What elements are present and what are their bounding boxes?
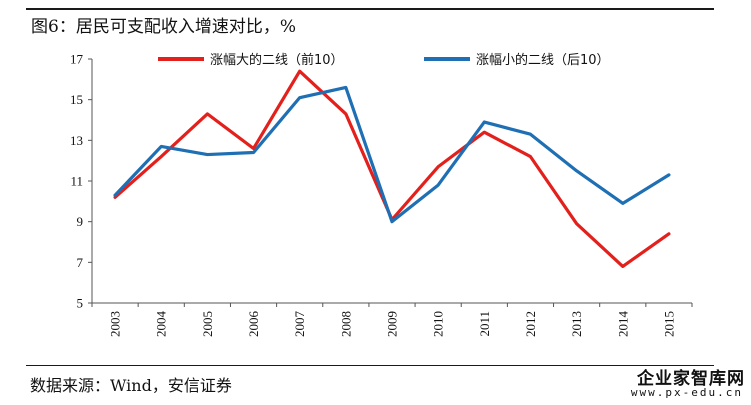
series-line-1: [113, 69, 671, 268]
watermark-url: www.px-edu.cn: [630, 386, 743, 399]
x-tick-label: 2015: [661, 311, 676, 337]
top-rule: [26, 8, 714, 10]
x-tick-label: 2011: [477, 311, 492, 337]
legend-label-1: 涨幅大的二线（前10）: [210, 52, 344, 68]
watermark-name: 企业家智库网: [637, 369, 745, 389]
x-tick-label: 2014: [615, 311, 630, 338]
chart-series: [113, 69, 671, 268]
chart-title: 图6：居民可支配收入增速对比，%: [31, 17, 296, 37]
series-line-2: [113, 85, 671, 224]
x-tick-label: 2004: [154, 311, 169, 338]
y-tick-label: 11: [70, 174, 83, 189]
x-tick-label: 2008: [338, 311, 353, 337]
chart-axes: 5 7 9 11 13 15 17 2003 2004 2005 2006 2007 2008 2009 2…: [70, 52, 693, 338]
x-tick-label: 2003: [108, 311, 123, 337]
y-tick-label: 9: [77, 214, 84, 229]
x-tick-label: 2007: [292, 311, 307, 338]
chart-legend: 涨幅大的二线（前10） 涨幅小的二线（后10）: [158, 52, 610, 68]
legend-label-2: 涨幅小的二线（后10）: [476, 52, 610, 68]
y-tick-label: 13: [70, 133, 83, 148]
x-tick-label: 2013: [569, 311, 584, 337]
x-tick-label: 2012: [523, 311, 538, 337]
y-tick-label: 17: [70, 52, 84, 67]
y-tick-label: 7: [77, 255, 84, 270]
x-tick-label: 2009: [385, 311, 400, 337]
x-tick-label: 2010: [431, 311, 446, 337]
y-tick-label: 15: [70, 92, 83, 107]
data-source-note: 数据来源：Wind，安信证券: [30, 376, 232, 395]
bottom-rule: [26, 365, 714, 366]
y-tick-label: 5: [77, 296, 84, 311]
x-tick-label: 2005: [200, 311, 215, 337]
x-tick-label: 2006: [246, 311, 261, 338]
